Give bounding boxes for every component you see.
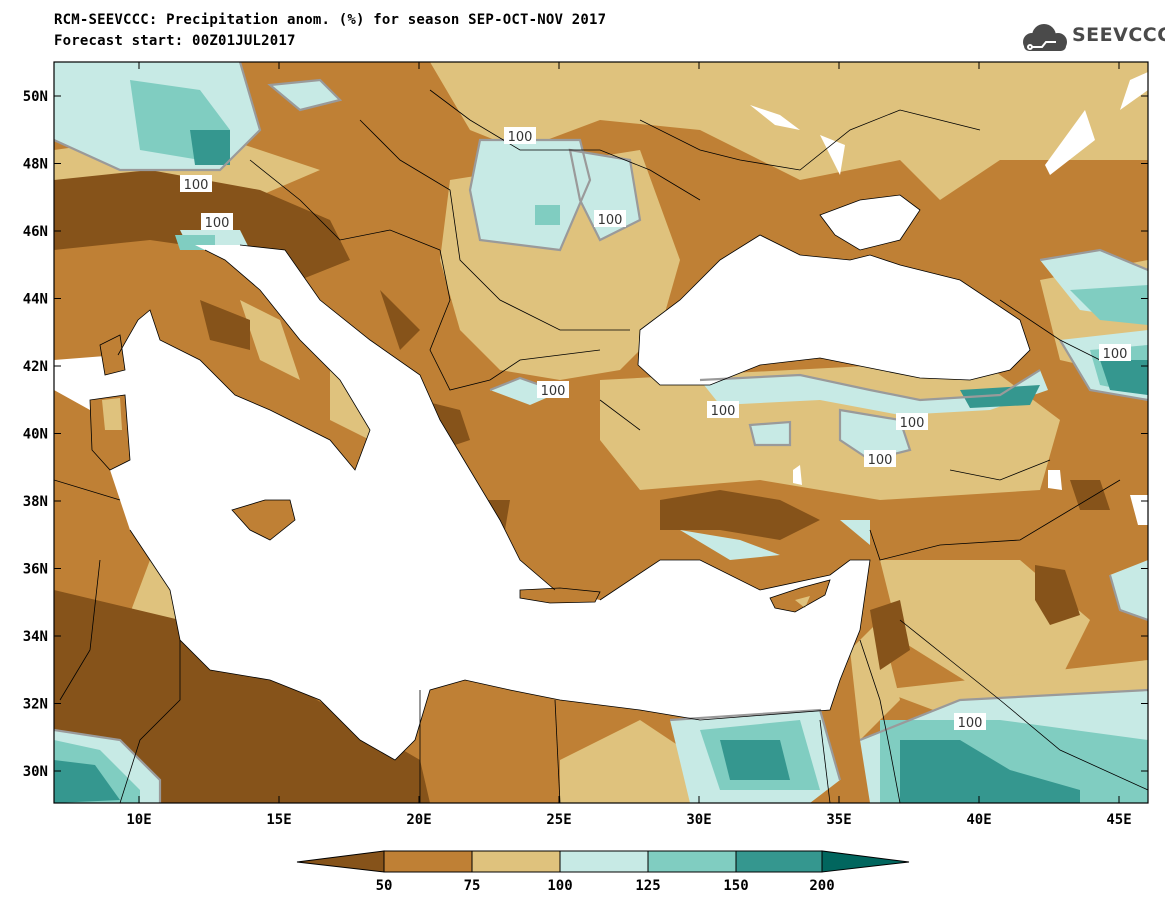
contour-label-text: 100 (868, 453, 893, 468)
lon-label: 25E (546, 812, 571, 828)
contour-label-text: 100 (508, 130, 533, 145)
latitude-axis: 50N 48N 46N 44N 42N 40N 38N 36N 34N 32N 30N (23, 89, 1148, 780)
contour-label-100: 100 (954, 713, 986, 731)
colorbar-label: 100 (547, 878, 572, 894)
lat-label: 48N (23, 157, 48, 173)
contour-label-100: 100 (594, 210, 626, 228)
colorbar: 50 75 100 125 150 200 (296, 850, 910, 894)
contour-label-100: 100 (1099, 344, 1131, 362)
lat-label: 44N (23, 292, 48, 308)
colorbar-label: 125 (635, 878, 660, 894)
contour-label-100: 100 (180, 175, 212, 193)
colorbar-above-200 (821, 850, 910, 873)
colorbar-label: 150 (723, 878, 748, 894)
contour-label-text: 100 (958, 716, 983, 731)
lat-label: 36N (23, 562, 48, 578)
colorbar-label: 75 (464, 878, 481, 894)
lat-label: 30N (23, 764, 48, 780)
colorbar-100-125 (559, 850, 649, 873)
colorbar-label: 50 (376, 878, 393, 894)
forecast-start-label: Forecast start: 00Z01JUL2017 (54, 33, 296, 49)
colorbar-below-50 (296, 850, 385, 873)
contour-label-text: 100 (1103, 347, 1128, 362)
contour-label-text: 100 (598, 213, 623, 228)
contour-label-text: 100 (711, 404, 736, 419)
coastlines-and-borders (54, 89, 1148, 803)
lat-label: 50N (23, 89, 48, 105)
contour-label-text: 100 (184, 178, 209, 193)
contour-100-lines (54, 62, 1148, 803)
colorbar-50-75 (383, 850, 473, 873)
colorbar-label: 200 (809, 878, 834, 894)
lon-label: 40E (966, 812, 991, 828)
lat-label: 46N (23, 224, 48, 240)
contour-label-100: 100 (537, 381, 569, 399)
lat-label: 42N (23, 359, 48, 375)
colorbar-125-150 (647, 850, 737, 873)
sea-mask (54, 72, 1148, 760)
longitude-axis: 10E 15E 20E 25E 30E 35E 40E 45E (126, 62, 1132, 828)
lon-label: 45E (1106, 812, 1131, 828)
lat-label: 32N (23, 697, 48, 713)
contour-label-100: 100 (896, 413, 928, 431)
colorbar-150-200 (735, 850, 823, 873)
contour-label-100: 100 (707, 401, 739, 419)
lon-label: 10E (126, 812, 151, 828)
lon-label: 15E (266, 812, 291, 828)
logo-text: SEEVCCC (1072, 24, 1165, 46)
lon-label: 30E (686, 812, 711, 828)
contour-label-text: 100 (541, 384, 566, 399)
contour-label-100: 100 (201, 213, 233, 231)
contour-labels: 100 100 100 100 100 100 100 100 100 100 (180, 127, 1131, 731)
lat-label: 40N (23, 427, 48, 443)
colorbar-75-100 (471, 850, 561, 873)
lon-label: 20E (406, 812, 431, 828)
lat-label: 34N (23, 629, 48, 645)
contour-label-100: 100 (864, 450, 896, 468)
contour-label-text: 100 (205, 216, 230, 231)
contour-label-text: 100 (900, 416, 925, 431)
map-frame (53, 61, 1149, 804)
contour-label-100: 100 (504, 127, 536, 145)
cloud-logo-icon (1023, 24, 1067, 51)
lon-label: 35E (826, 812, 851, 828)
lat-label: 38N (23, 494, 48, 510)
precipitation-field (54, 62, 1148, 803)
map-title: RCM-SEEVCCC: Precipitation anom. (%) for… (54, 12, 607, 28)
